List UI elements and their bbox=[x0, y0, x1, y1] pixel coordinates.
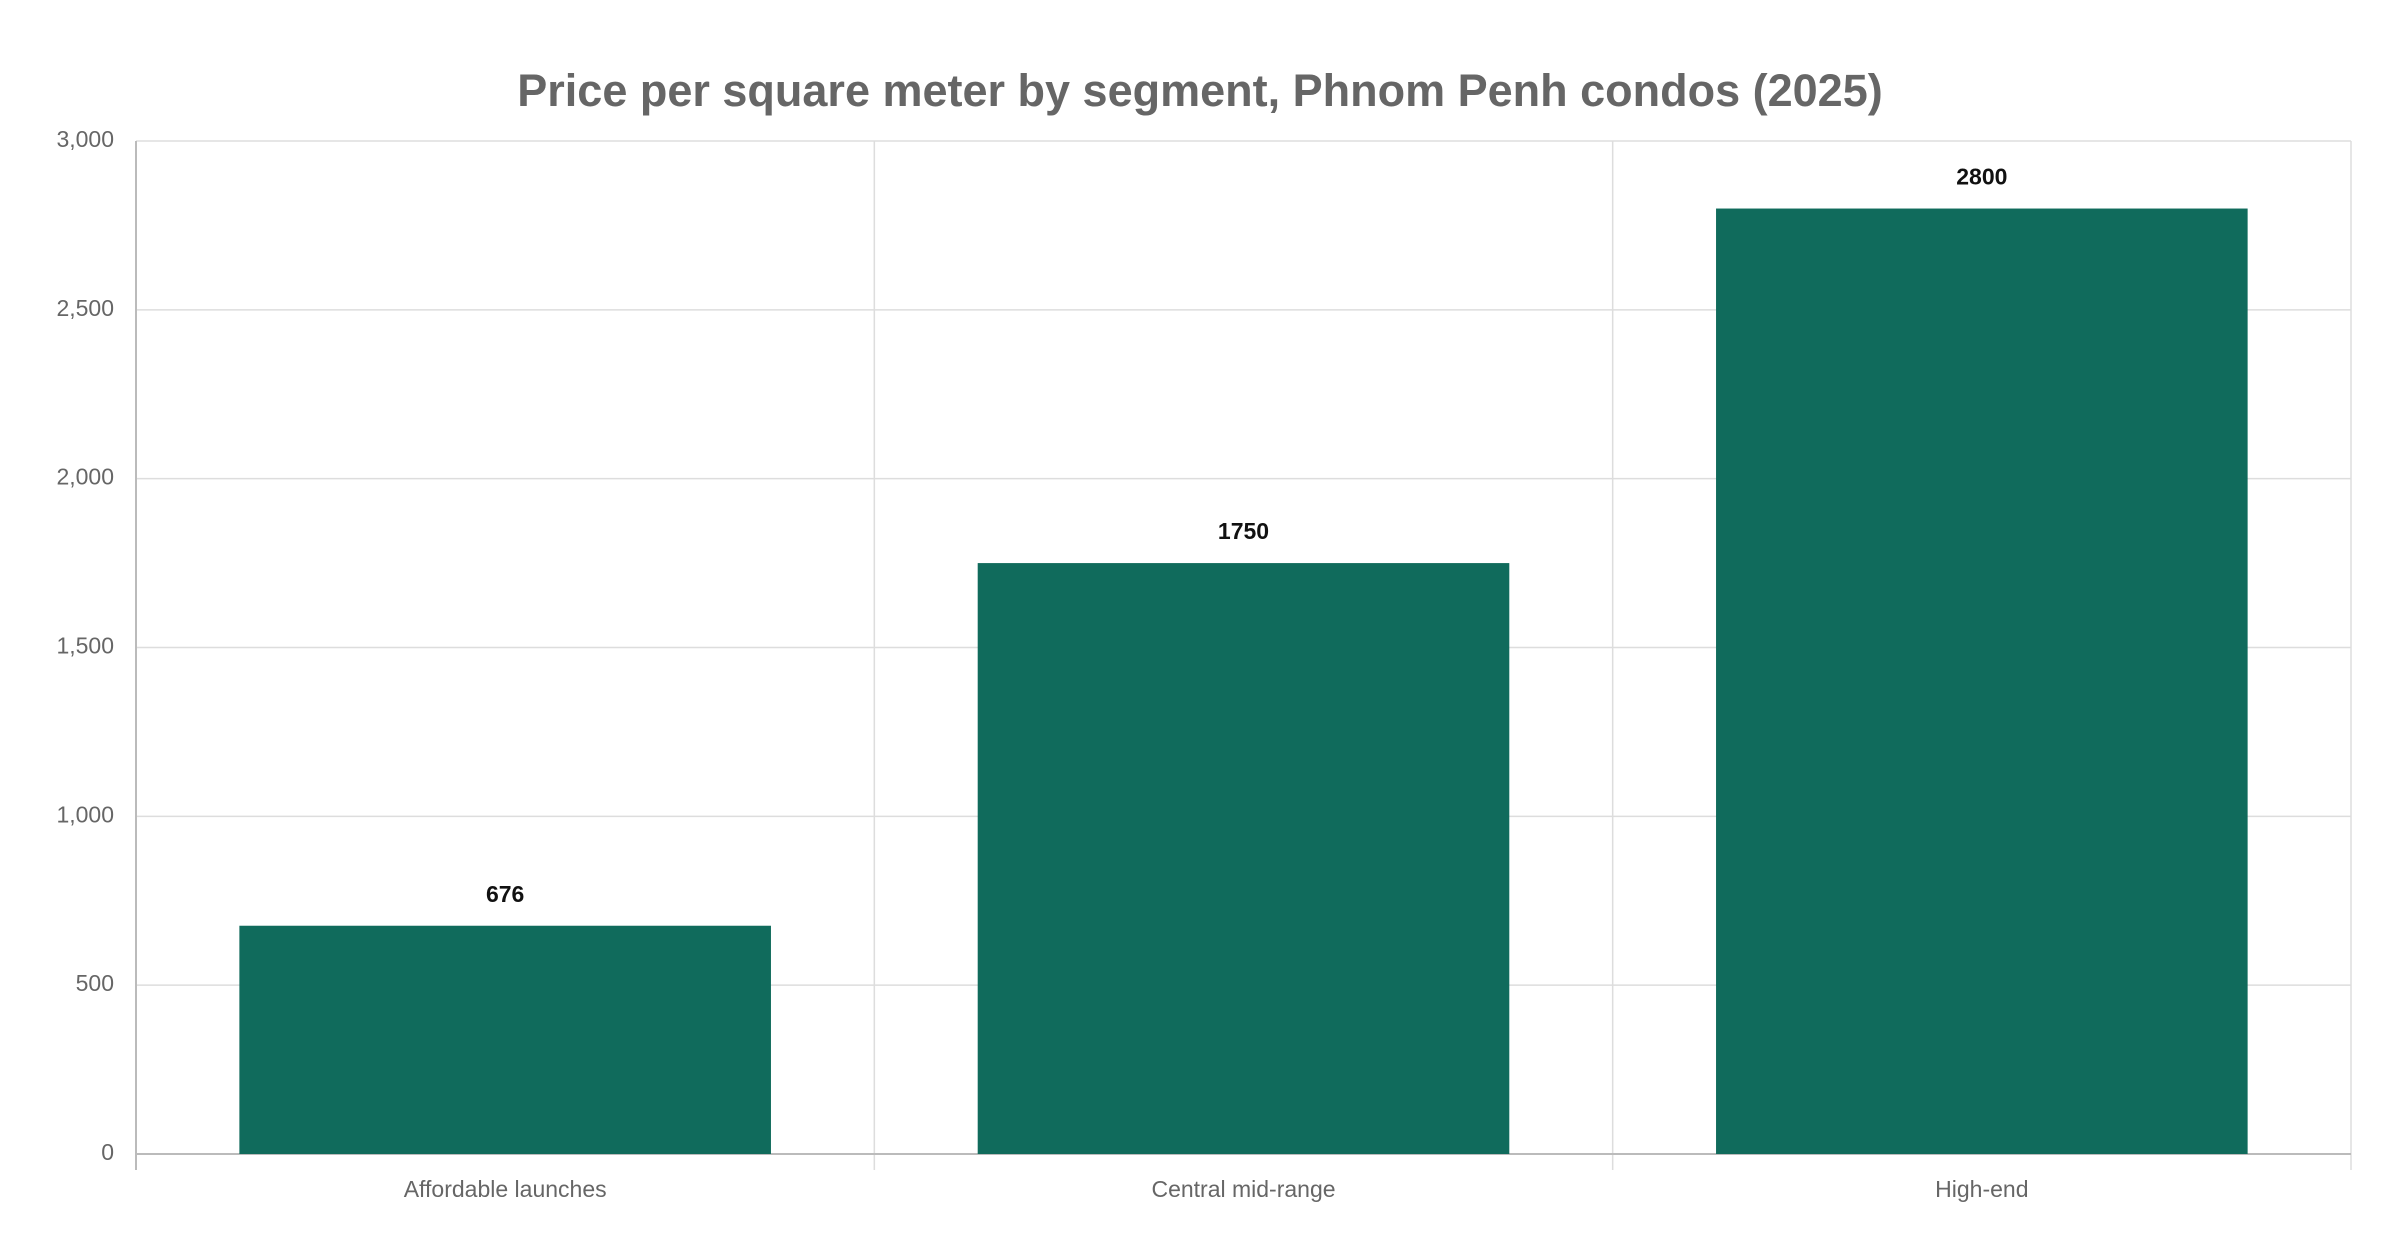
y-tick-label: 500 bbox=[76, 970, 114, 996]
bar bbox=[239, 925, 771, 1154]
bar bbox=[977, 563, 1510, 1154]
y-tick-label: 2,000 bbox=[56, 464, 114, 490]
x-tick-label: High-end bbox=[1935, 1176, 2028, 1202]
y-tick-label: 1,500 bbox=[56, 633, 114, 659]
value-label: 2800 bbox=[1956, 164, 2007, 190]
y-tick-label: 2,500 bbox=[56, 295, 114, 321]
value-label: 1750 bbox=[1218, 518, 1269, 544]
chart-title: Price per square meter by segment, Phnom… bbox=[517, 65, 1882, 116]
value-label: 676 bbox=[486, 881, 524, 907]
y-tick-label: 1,000 bbox=[56, 801, 114, 827]
x-tick-label: Affordable launches bbox=[404, 1176, 607, 1202]
y-tick-label: 3,000 bbox=[56, 126, 114, 152]
x-tick-label: Central mid-range bbox=[1151, 1176, 1335, 1202]
y-tick-label: 0 bbox=[101, 1139, 114, 1165]
bar bbox=[1716, 208, 2248, 1155]
